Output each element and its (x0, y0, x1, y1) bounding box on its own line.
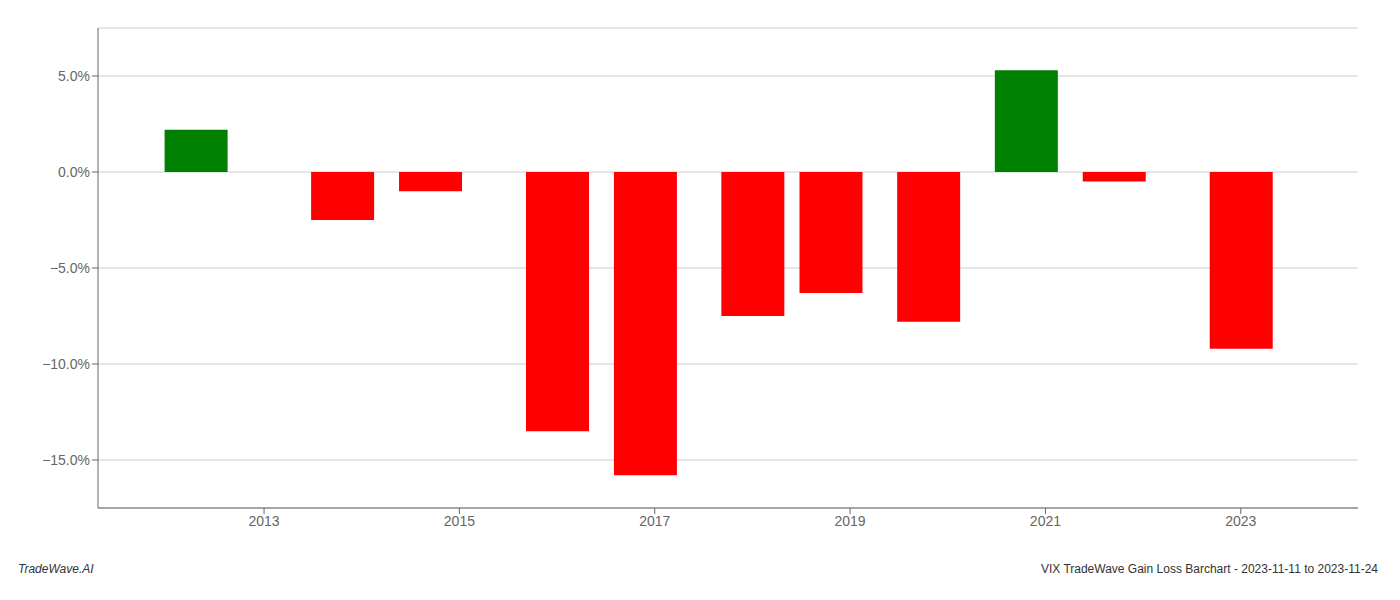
html-text:TradeWave.AI: TradeWave.AI (18, 562, 94, 576)
svg-text:−10.0%: −10.0% (42, 356, 90, 372)
svg-text:2021: 2021 (1030, 513, 1061, 529)
svg-text:2023: 2023 (1225, 513, 1256, 529)
svg-text:2017: 2017 (639, 513, 670, 529)
svg-text:−5.0%: −5.0% (50, 260, 90, 276)
html-text:VIX TradeWave Gain Loss Barcha: VIX TradeWave Gain Loss Barchart - 2023-… (1040, 562, 1378, 576)
svg-text:0.0%: 0.0% (58, 164, 90, 180)
svg-text:5.0%: 5.0% (58, 68, 90, 84)
svg-text:−15.0%: −15.0% (42, 452, 90, 468)
svg-text:2013: 2013 (248, 513, 279, 529)
svg-text:2015: 2015 (444, 513, 475, 529)
svg-text:2019: 2019 (835, 513, 866, 529)
